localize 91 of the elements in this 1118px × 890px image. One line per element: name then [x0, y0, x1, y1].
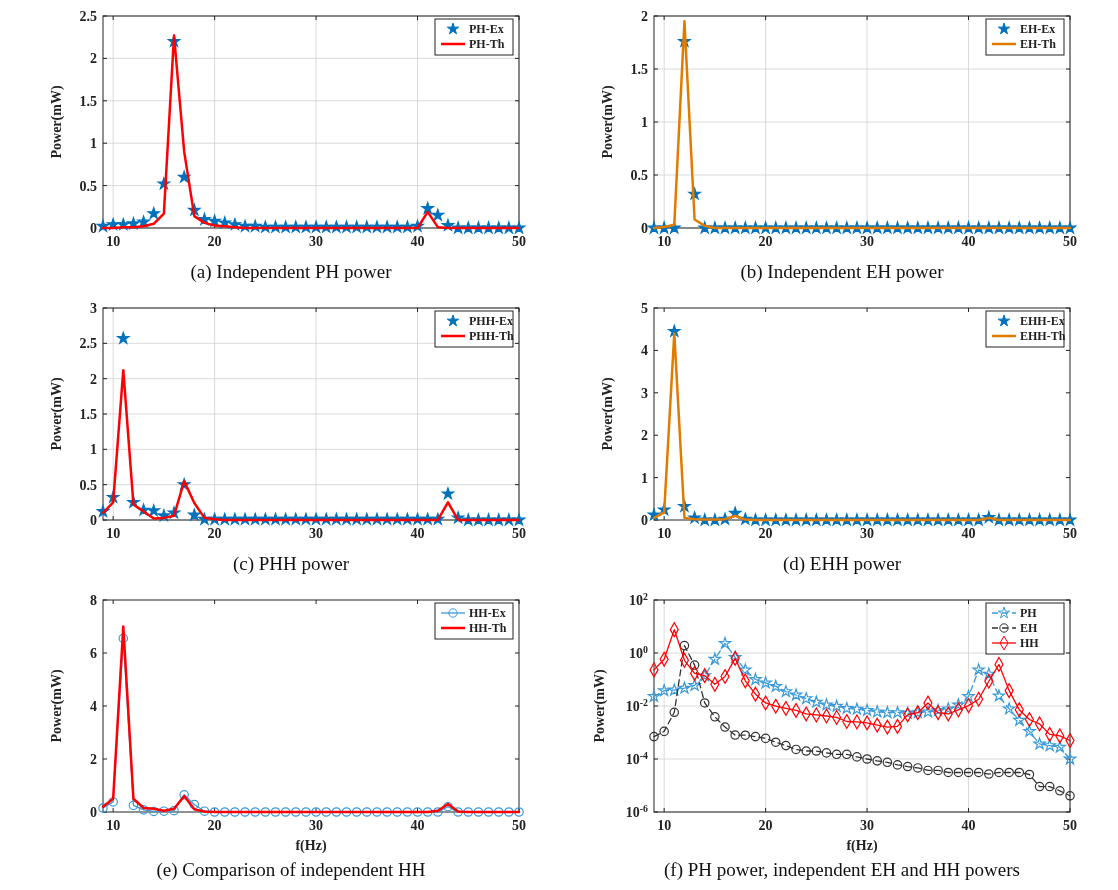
x-tick-label: 40 [410, 526, 425, 541]
x-tick-label: 30 [860, 526, 875, 541]
legend-label: PH-Ex [469, 22, 504, 37]
legend-label: EH-Ex [1020, 22, 1056, 37]
y-tick-label: 0.5 [79, 178, 97, 194]
x-tick-label: 40 [961, 234, 976, 249]
x-tick-label: 40 [961, 526, 976, 541]
text: (a) Independent PH power [190, 261, 393, 283]
x-tick-label: 20 [207, 234, 222, 249]
x-tick-label: 20 [758, 234, 773, 249]
legend-label: EHH-Ex [1020, 314, 1065, 329]
x-tick-label: 50 [512, 234, 526, 249]
y-tick-label: 0 [90, 804, 97, 820]
y-tick-label: 1.5 [79, 406, 97, 422]
y-tick-label: 10$^{-6}$ [625, 802, 649, 820]
y-tick-label: 2 [90, 751, 97, 767]
y-tick-label: 10$^{2}$ [629, 590, 649, 608]
y-axis-title: Power(mW) [592, 669, 608, 743]
legend-label: HH-Th [469, 621, 507, 636]
x-tick-label: 20 [207, 526, 222, 541]
x-tick-label: 30 [860, 234, 875, 249]
y-tick-label: 1 [641, 470, 648, 486]
y-axis-title: Power(mW) [49, 377, 65, 451]
legend-label: EH-Th [1020, 37, 1057, 52]
x-tick-label: 30 [309, 526, 324, 541]
y-tick-label: 0 [90, 512, 97, 528]
y-tick-label: 2 [90, 371, 97, 387]
text: (d) EHH power [782, 553, 902, 575]
y-tick-label: 1.5 [79, 93, 97, 109]
x-tick-label: 50 [1063, 526, 1077, 541]
x-axis-title: f(Hz) [846, 838, 878, 854]
text: (e) Comparison of independent HH [156, 859, 426, 881]
y-tick-label: 2.5 [79, 8, 97, 24]
y-axis-title: Power(mW) [600, 85, 616, 159]
y-tick-label: 4 [641, 343, 648, 359]
y-tick-label: 6 [90, 645, 97, 661]
x-axis-title: f(Hz) [295, 838, 327, 854]
x-tick-label: 10 [657, 818, 672, 833]
y-tick-label: 0 [90, 220, 97, 236]
legend-label: HH [1020, 636, 1040, 651]
y-tick-label: 8 [90, 592, 97, 608]
x-tick-label: 40 [410, 234, 425, 249]
y-tick-label: 10$^{-4}$ [625, 749, 649, 767]
y-tick-label: 3 [641, 385, 648, 401]
y-axis-title: Power(mW) [600, 377, 616, 451]
x-tick-label: 20 [758, 818, 773, 833]
y-tick-label: 5 [641, 300, 648, 316]
text: (b) Independent EH power [740, 261, 945, 283]
x-tick-label: 10 [657, 234, 672, 249]
x-tick-label: 50 [1063, 818, 1077, 833]
y-tick-label: 0 [641, 220, 648, 236]
x-tick-label: 10 [106, 526, 121, 541]
text: (c) PHH power [232, 553, 350, 575]
y-tick-label: 1 [90, 136, 97, 152]
text: (f) PH power, independent EH and HH powers [664, 859, 1020, 881]
x-tick-label: 20 [207, 818, 222, 833]
y-axis-title: Power(mW) [49, 85, 65, 159]
x-tick-label: 40 [961, 818, 976, 833]
y-tick-label: 10$^{0}$ [629, 643, 649, 661]
legend-label: HH-Ex [469, 606, 506, 621]
legend-label: EHH-Th [1020, 329, 1066, 344]
y-tick-label: 2.5 [79, 336, 97, 352]
x-tick-label: 50 [1063, 234, 1077, 249]
x-tick-label: 30 [309, 818, 324, 833]
y-tick-label: 3 [90, 300, 97, 316]
legend-label: PH [1020, 606, 1038, 621]
legend-label: PHH-Ex [469, 314, 513, 329]
x-tick-label: 10 [657, 526, 672, 541]
y-tick-label: 0.5 [79, 477, 97, 493]
x-tick-label: 30 [309, 234, 324, 249]
y-tick-label: 2 [641, 8, 648, 24]
x-tick-label: 20 [758, 526, 773, 541]
x-tick-label: 50 [512, 818, 526, 833]
y-tick-label: 0 [641, 512, 648, 528]
y-tick-label: 0.5 [630, 167, 648, 183]
legend-label: EH [1020, 621, 1038, 636]
y-axis-title: Power(mW) [49, 669, 65, 743]
x-tick-label: 40 [410, 818, 425, 833]
y-tick-label: 1 [90, 442, 97, 458]
y-tick-label: 2 [90, 51, 97, 67]
x-tick-label: 50 [512, 526, 526, 541]
legend-label: PHH-Th [469, 329, 514, 344]
y-tick-label: 1.5 [630, 61, 648, 77]
y-tick-label: 2 [641, 428, 648, 444]
legend-label: PH-Th [469, 37, 505, 52]
y-tick-label: 10$^{-2}$ [625, 696, 649, 714]
x-tick-label: 10 [106, 818, 121, 833]
y-tick-label: 1 [641, 114, 648, 130]
x-tick-label: 10 [106, 234, 121, 249]
x-tick-label: 30 [860, 818, 875, 833]
y-tick-label: 4 [90, 698, 97, 714]
